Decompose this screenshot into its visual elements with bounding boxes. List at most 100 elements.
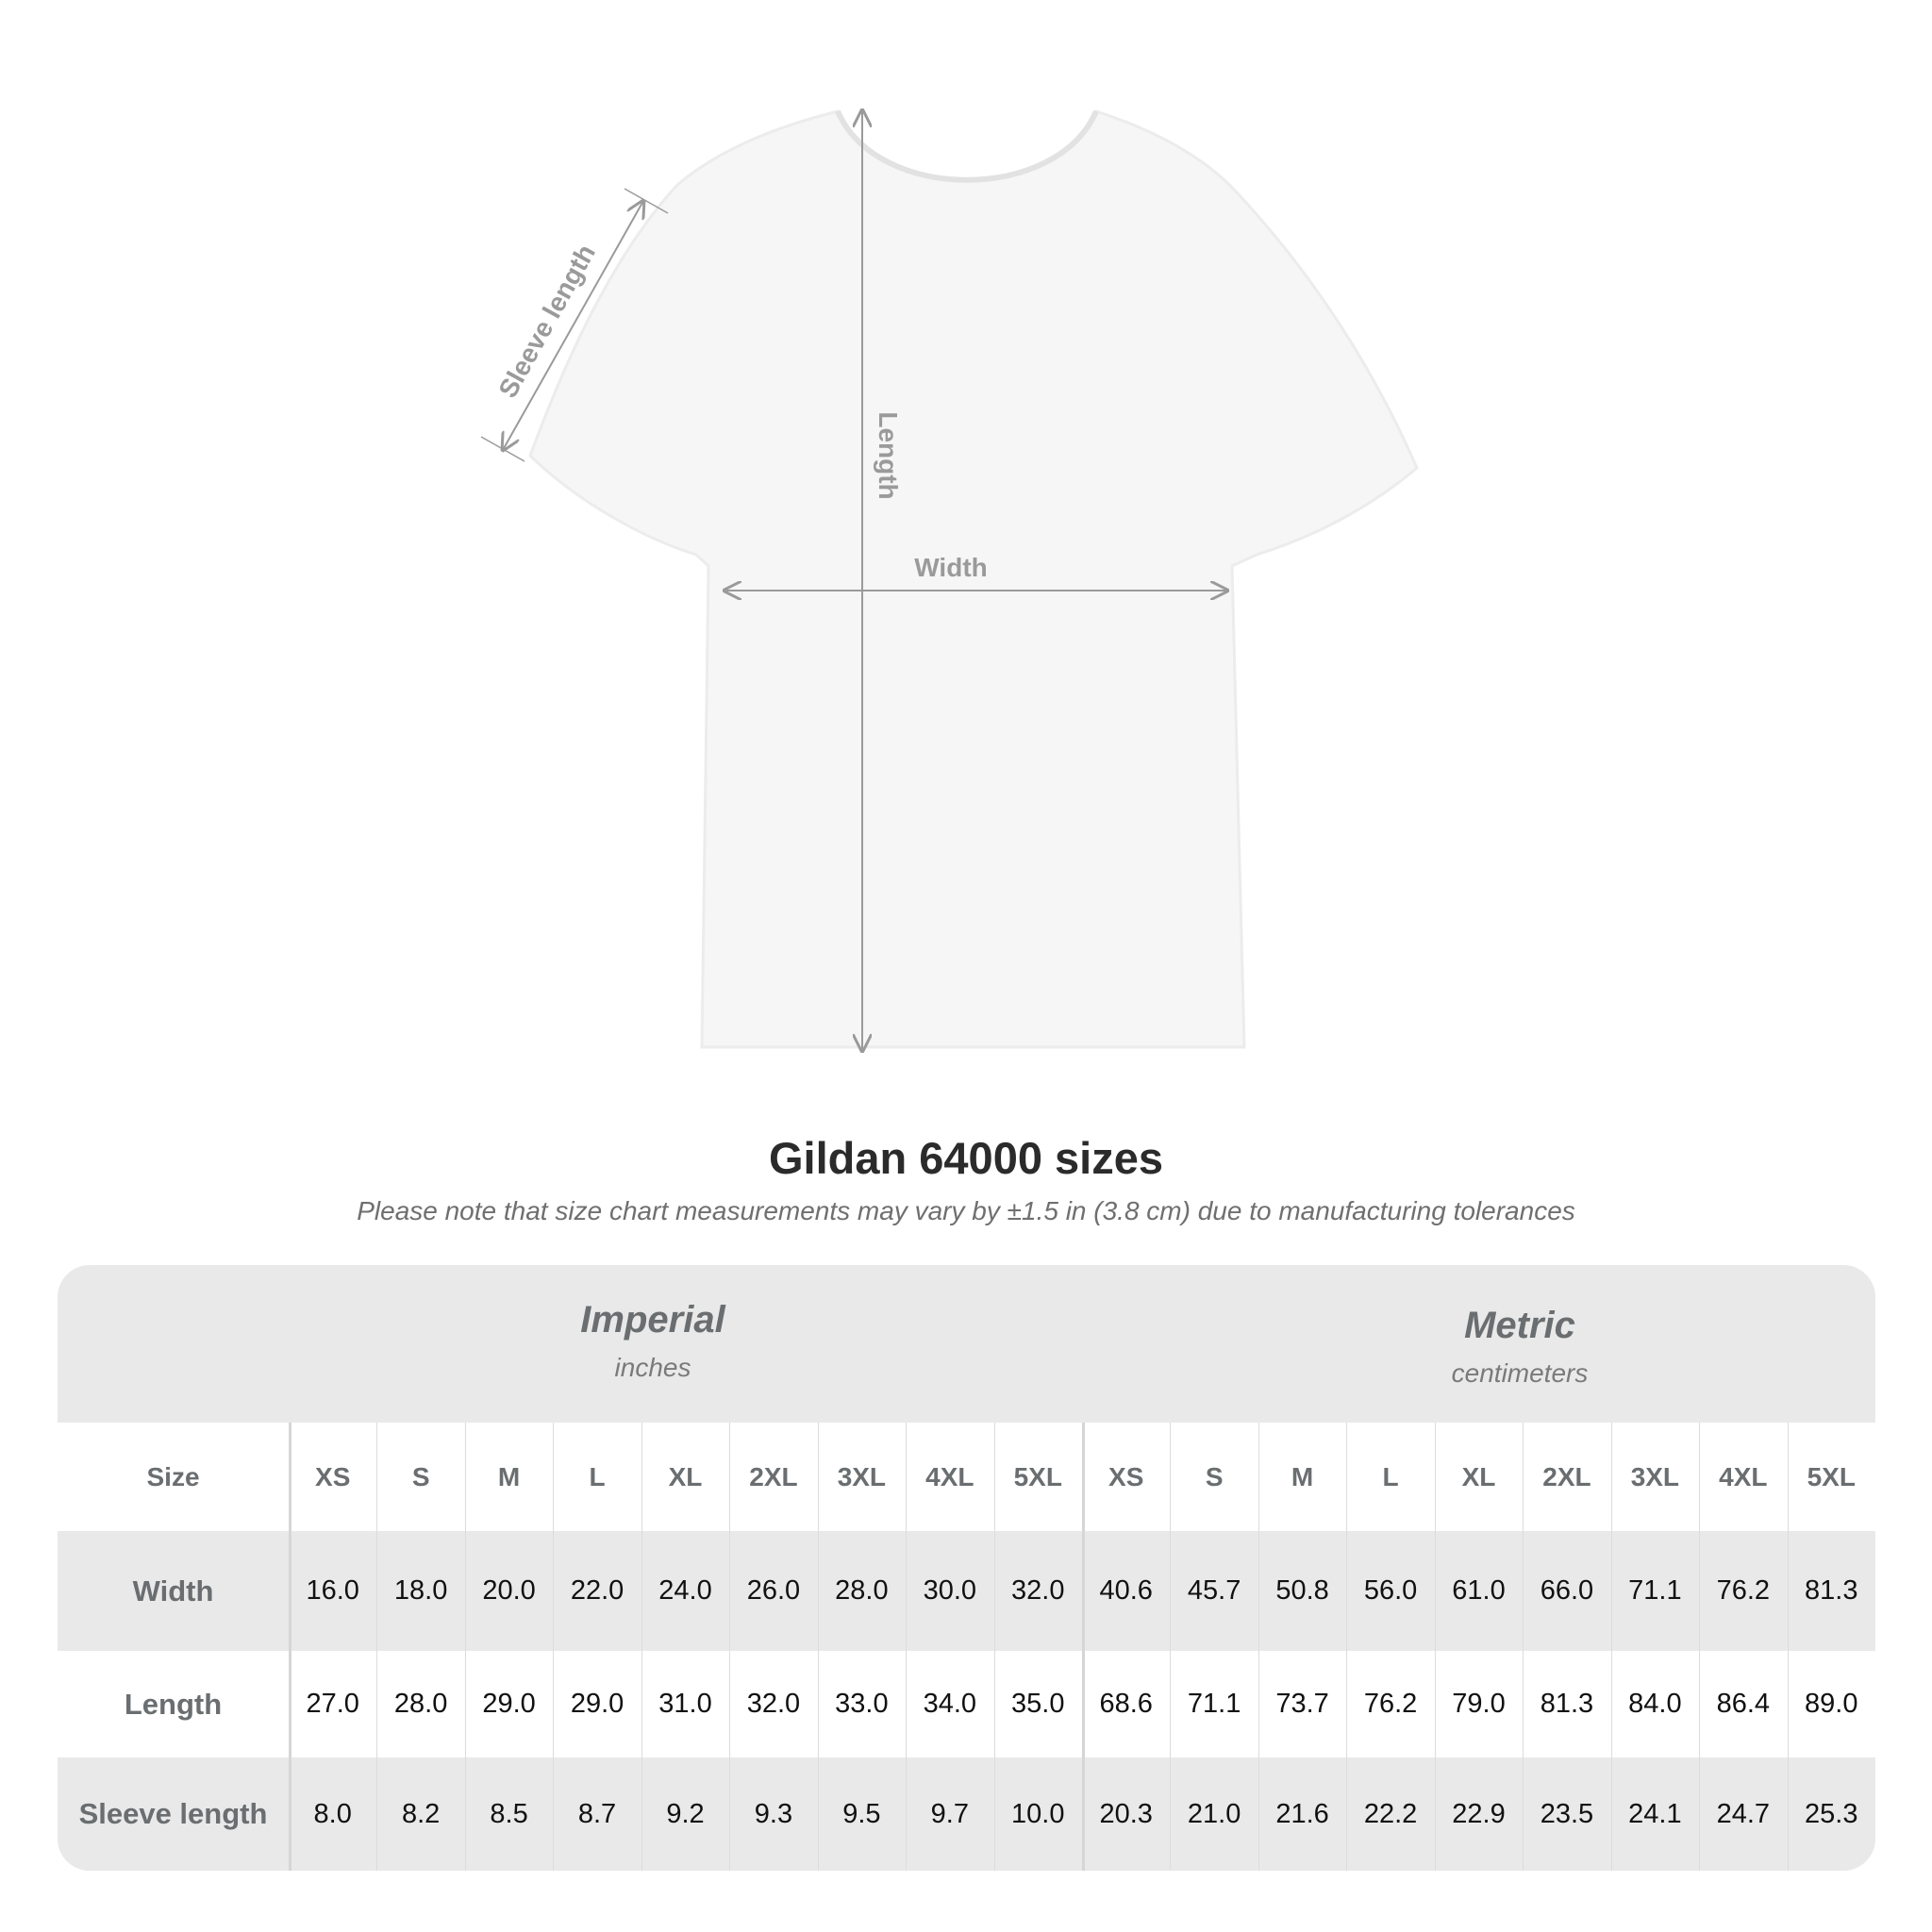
size-label: S [411,1461,430,1491]
metric-value: 25.3 [1805,1798,1858,1829]
column-divider [906,1423,908,1871]
imperial-value: 28.0 [835,1575,889,1606]
size-table: Imperial inches Metric centimeters Size X… [58,1265,1875,1871]
size-label: L [1382,1461,1399,1491]
metric-value: 86.4 [1716,1689,1771,1719]
imperial-value: 31.0 [658,1689,712,1719]
size-label: 2XL [749,1461,798,1491]
chart-title: Gildan 64000 sizes [768,1133,1164,1183]
metric-value: 22.9 [1452,1798,1506,1829]
metric-value: 21.0 [1187,1798,1241,1829]
metric-value: 40.6 [1099,1575,1153,1606]
size-label: 5XL [1807,1461,1856,1491]
imperial-value: 9.5 [842,1798,881,1829]
imperial-title: Imperial [580,1299,725,1341]
metric-value: 89.0 [1805,1689,1858,1719]
column-divider [817,1423,819,1871]
column-divider [289,1423,291,1871]
metric-value: 79.0 [1452,1689,1506,1719]
metric-value: 23.5 [1540,1798,1594,1829]
size-label: XL [1461,1461,1496,1491]
imperial-value: 28.0 [393,1689,448,1719]
size-label: 3XL [837,1461,887,1491]
size-label: M [1291,1461,1314,1491]
imperial-value: 24.0 [658,1575,712,1606]
metric-value: 56.0 [1363,1575,1418,1606]
size-label: XS [1108,1461,1144,1491]
size-label: XS [315,1461,351,1491]
metric-value: 71.1 [1187,1689,1241,1719]
metric-value: 21.6 [1275,1798,1329,1829]
imperial-value: 8.7 [577,1798,617,1829]
size-label: L [589,1461,606,1491]
metric-value: 24.1 [1628,1798,1682,1829]
imperial-value: 26.0 [746,1575,801,1606]
metric-value: 81.3 [1805,1575,1858,1606]
column-divider [1699,1423,1701,1871]
size-label: 5XL [1013,1461,1062,1491]
size-label: 2XL [1542,1461,1591,1491]
size-label: 4XL [1719,1461,1768,1491]
size-row-header: Size [146,1461,200,1491]
imperial-value: 32.0 [1011,1575,1065,1606]
metric-value: 45.7 [1187,1575,1241,1606]
metric-value: 20.3 [1099,1798,1153,1829]
chart-subtitle: Please note that size chart measurements… [357,1196,1575,1225]
metric-value: 81.3 [1540,1689,1594,1719]
imperial-value: 35.0 [1011,1689,1065,1719]
column-divider [1082,1423,1085,1871]
imperial-value: 20.0 [482,1575,536,1606]
table-row [58,1651,1875,1757]
column-divider [993,1423,995,1871]
imperial-value: 16.0 [306,1575,359,1606]
imperial-value: 10.0 [1011,1798,1065,1829]
size-label: 4XL [925,1461,974,1491]
metric-value: 66.0 [1540,1575,1594,1606]
imperial-value: 29.0 [482,1689,536,1719]
metric-value: 73.7 [1275,1689,1329,1719]
imperial-value: 34.0 [923,1689,977,1719]
column-divider [1170,1423,1172,1871]
size-label: XL [668,1461,703,1491]
imperial-value: 33.0 [835,1689,889,1719]
table-row [58,1757,1875,1871]
length-label: Length [874,411,903,499]
size-label: 3XL [1630,1461,1680,1491]
imperial-header: Imperial inches [323,1299,983,1383]
imperial-value: 8.5 [490,1798,528,1829]
column-divider [641,1423,642,1871]
imperial-unit: inches [614,1353,691,1382]
metric-value: 84.0 [1628,1689,1682,1719]
metric-value: 50.8 [1275,1575,1329,1606]
metric-value: 68.6 [1099,1689,1153,1719]
column-divider [376,1423,378,1871]
imperial-value: 9.7 [930,1798,969,1829]
column-divider [1257,1423,1259,1871]
column-divider [729,1423,731,1871]
imperial-value: 9.2 [666,1798,705,1829]
imperial-value: 22.0 [570,1575,625,1606]
row-label: Sleeve length [78,1797,268,1830]
imperial-value: 30.0 [923,1575,977,1606]
column-divider [1610,1423,1612,1871]
metric-value: 61.0 [1452,1575,1506,1606]
metric-header: Metric centimeters [1190,1305,1850,1389]
imperial-value: 9.3 [754,1798,793,1829]
imperial-value: 18.0 [393,1575,448,1606]
metric-unit: centimeters [1451,1358,1589,1388]
imperial-value: 8.2 [401,1798,441,1829]
table-row [58,1531,1875,1651]
imperial-value: 27.0 [306,1689,359,1719]
metric-value: 71.1 [1628,1575,1682,1606]
metric-value: 76.2 [1363,1689,1418,1719]
imperial-value: 32.0 [746,1689,801,1719]
metric-value: 24.7 [1716,1798,1771,1829]
column-divider [1434,1423,1436,1871]
column-divider [553,1423,555,1871]
row-label: Length [124,1687,223,1721]
size-label: S [1205,1461,1224,1491]
size-label: M [497,1461,521,1491]
column-divider [1787,1423,1789,1871]
table-row [58,1423,1875,1531]
